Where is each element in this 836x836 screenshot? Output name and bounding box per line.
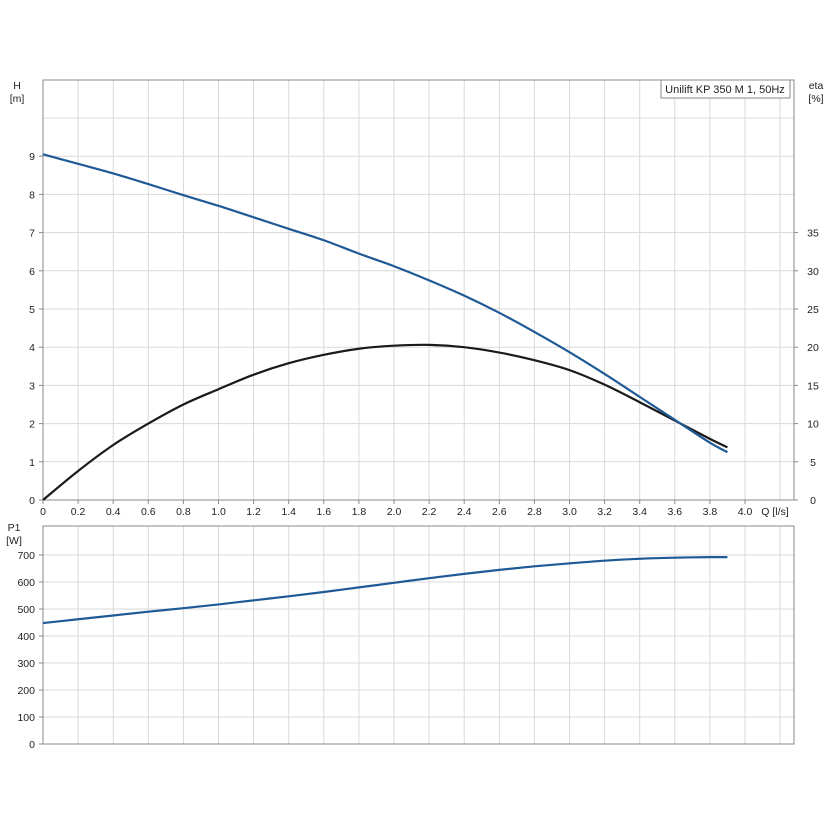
x-tick-label: 3.0	[562, 506, 577, 518]
h-tick-label: 7	[29, 228, 35, 240]
eta-tick-label: 10	[807, 419, 819, 431]
p1-tick-label: 100	[17, 712, 35, 724]
eta-tick-label: 35	[807, 228, 819, 240]
eta-tick-label: 5	[810, 457, 816, 469]
x-tick-label: 4.0	[738, 506, 753, 518]
x-tick-label: 1.0	[211, 506, 226, 518]
x-tick-label: 0.8	[176, 506, 191, 518]
p1-tick-label: 400	[17, 631, 35, 643]
eta-tick-label: 30	[807, 266, 819, 278]
x-tick-label: 1.4	[281, 506, 296, 518]
x-tick-label: 0	[40, 506, 46, 518]
eta-tick-label: 25	[807, 304, 819, 316]
h-tick-label: 9	[29, 151, 35, 163]
x-tick-label: 3.8	[703, 506, 718, 518]
x-tick-label: 0.4	[106, 506, 121, 518]
bottom-plot-frame	[42, 525, 795, 745]
p1-tick-label: 300	[17, 658, 35, 670]
eta-tick-label: 15	[807, 380, 819, 392]
p1-curve	[42, 556, 728, 625]
h-tick-label: 4	[29, 342, 35, 354]
x-tick-label: 0.2	[71, 506, 86, 518]
x-tick-label: 3.2	[597, 506, 612, 518]
h-tick-label: 1	[29, 457, 35, 469]
bottom-chart-grid	[42, 525, 795, 745]
p1-tick-label: 500	[17, 604, 35, 616]
x-tick-label: 1.8	[352, 506, 367, 518]
p1-tick-label: 600	[17, 577, 35, 589]
h-tick-label: 2	[29, 419, 35, 431]
p1-tick-label: 700	[17, 550, 35, 562]
h-tick-label: 3	[29, 380, 35, 392]
x-tick-label: 0.6	[141, 506, 156, 518]
p1-axis-label: P1 [W]	[6, 522, 22, 547]
x-tick-label: 2.8	[527, 506, 542, 518]
x-tick-label: 2.2	[422, 506, 437, 518]
legend: Unilift KP 350 M 1, 50Hz	[660, 79, 791, 99]
x-tick-label: 2.0	[387, 506, 402, 518]
x-tick-label: 1.6	[316, 506, 331, 518]
axis-ticks: 0 0.2 0.4 0.6 0.8 1.0 1.2 1.4 1.6 1.8 2.0 2.2 2.4 2.6…	[17, 151, 819, 751]
x-tick-label: 2.4	[457, 506, 472, 518]
legend-box	[660, 79, 791, 99]
x-tick-label: 2.6	[492, 506, 507, 518]
bottom-chart-curves	[42, 556, 728, 625]
top-plot-frame	[42, 79, 795, 501]
eta-curve	[42, 343, 728, 501]
h-tick-label: 5	[29, 304, 35, 316]
x-tick-label: 3.4	[632, 506, 647, 518]
eta-tick-label: 20	[807, 342, 819, 354]
p1-tick-label: 0	[29, 739, 35, 751]
h-tick-label: 0	[29, 495, 35, 507]
x-tick-label: 3.6	[667, 506, 682, 518]
x-tick-label: 1.2	[246, 506, 261, 518]
head-curve	[42, 153, 728, 454]
eta-axis-label: eta [%]	[808, 80, 823, 105]
legend-title: Unilift KP 350 M 1, 50Hz	[665, 84, 785, 96]
eta-tick-label: 0	[810, 495, 816, 507]
p1-tick-label: 200	[17, 685, 35, 697]
top-chart-curves	[42, 153, 728, 501]
h-tick-label: 6	[29, 266, 35, 278]
h-axis-label: H [m]	[10, 80, 25, 105]
h-tick-label: 8	[29, 189, 35, 201]
top-chart-grid	[42, 79, 795, 501]
q-axis-label: Q [l/s]	[761, 506, 789, 518]
